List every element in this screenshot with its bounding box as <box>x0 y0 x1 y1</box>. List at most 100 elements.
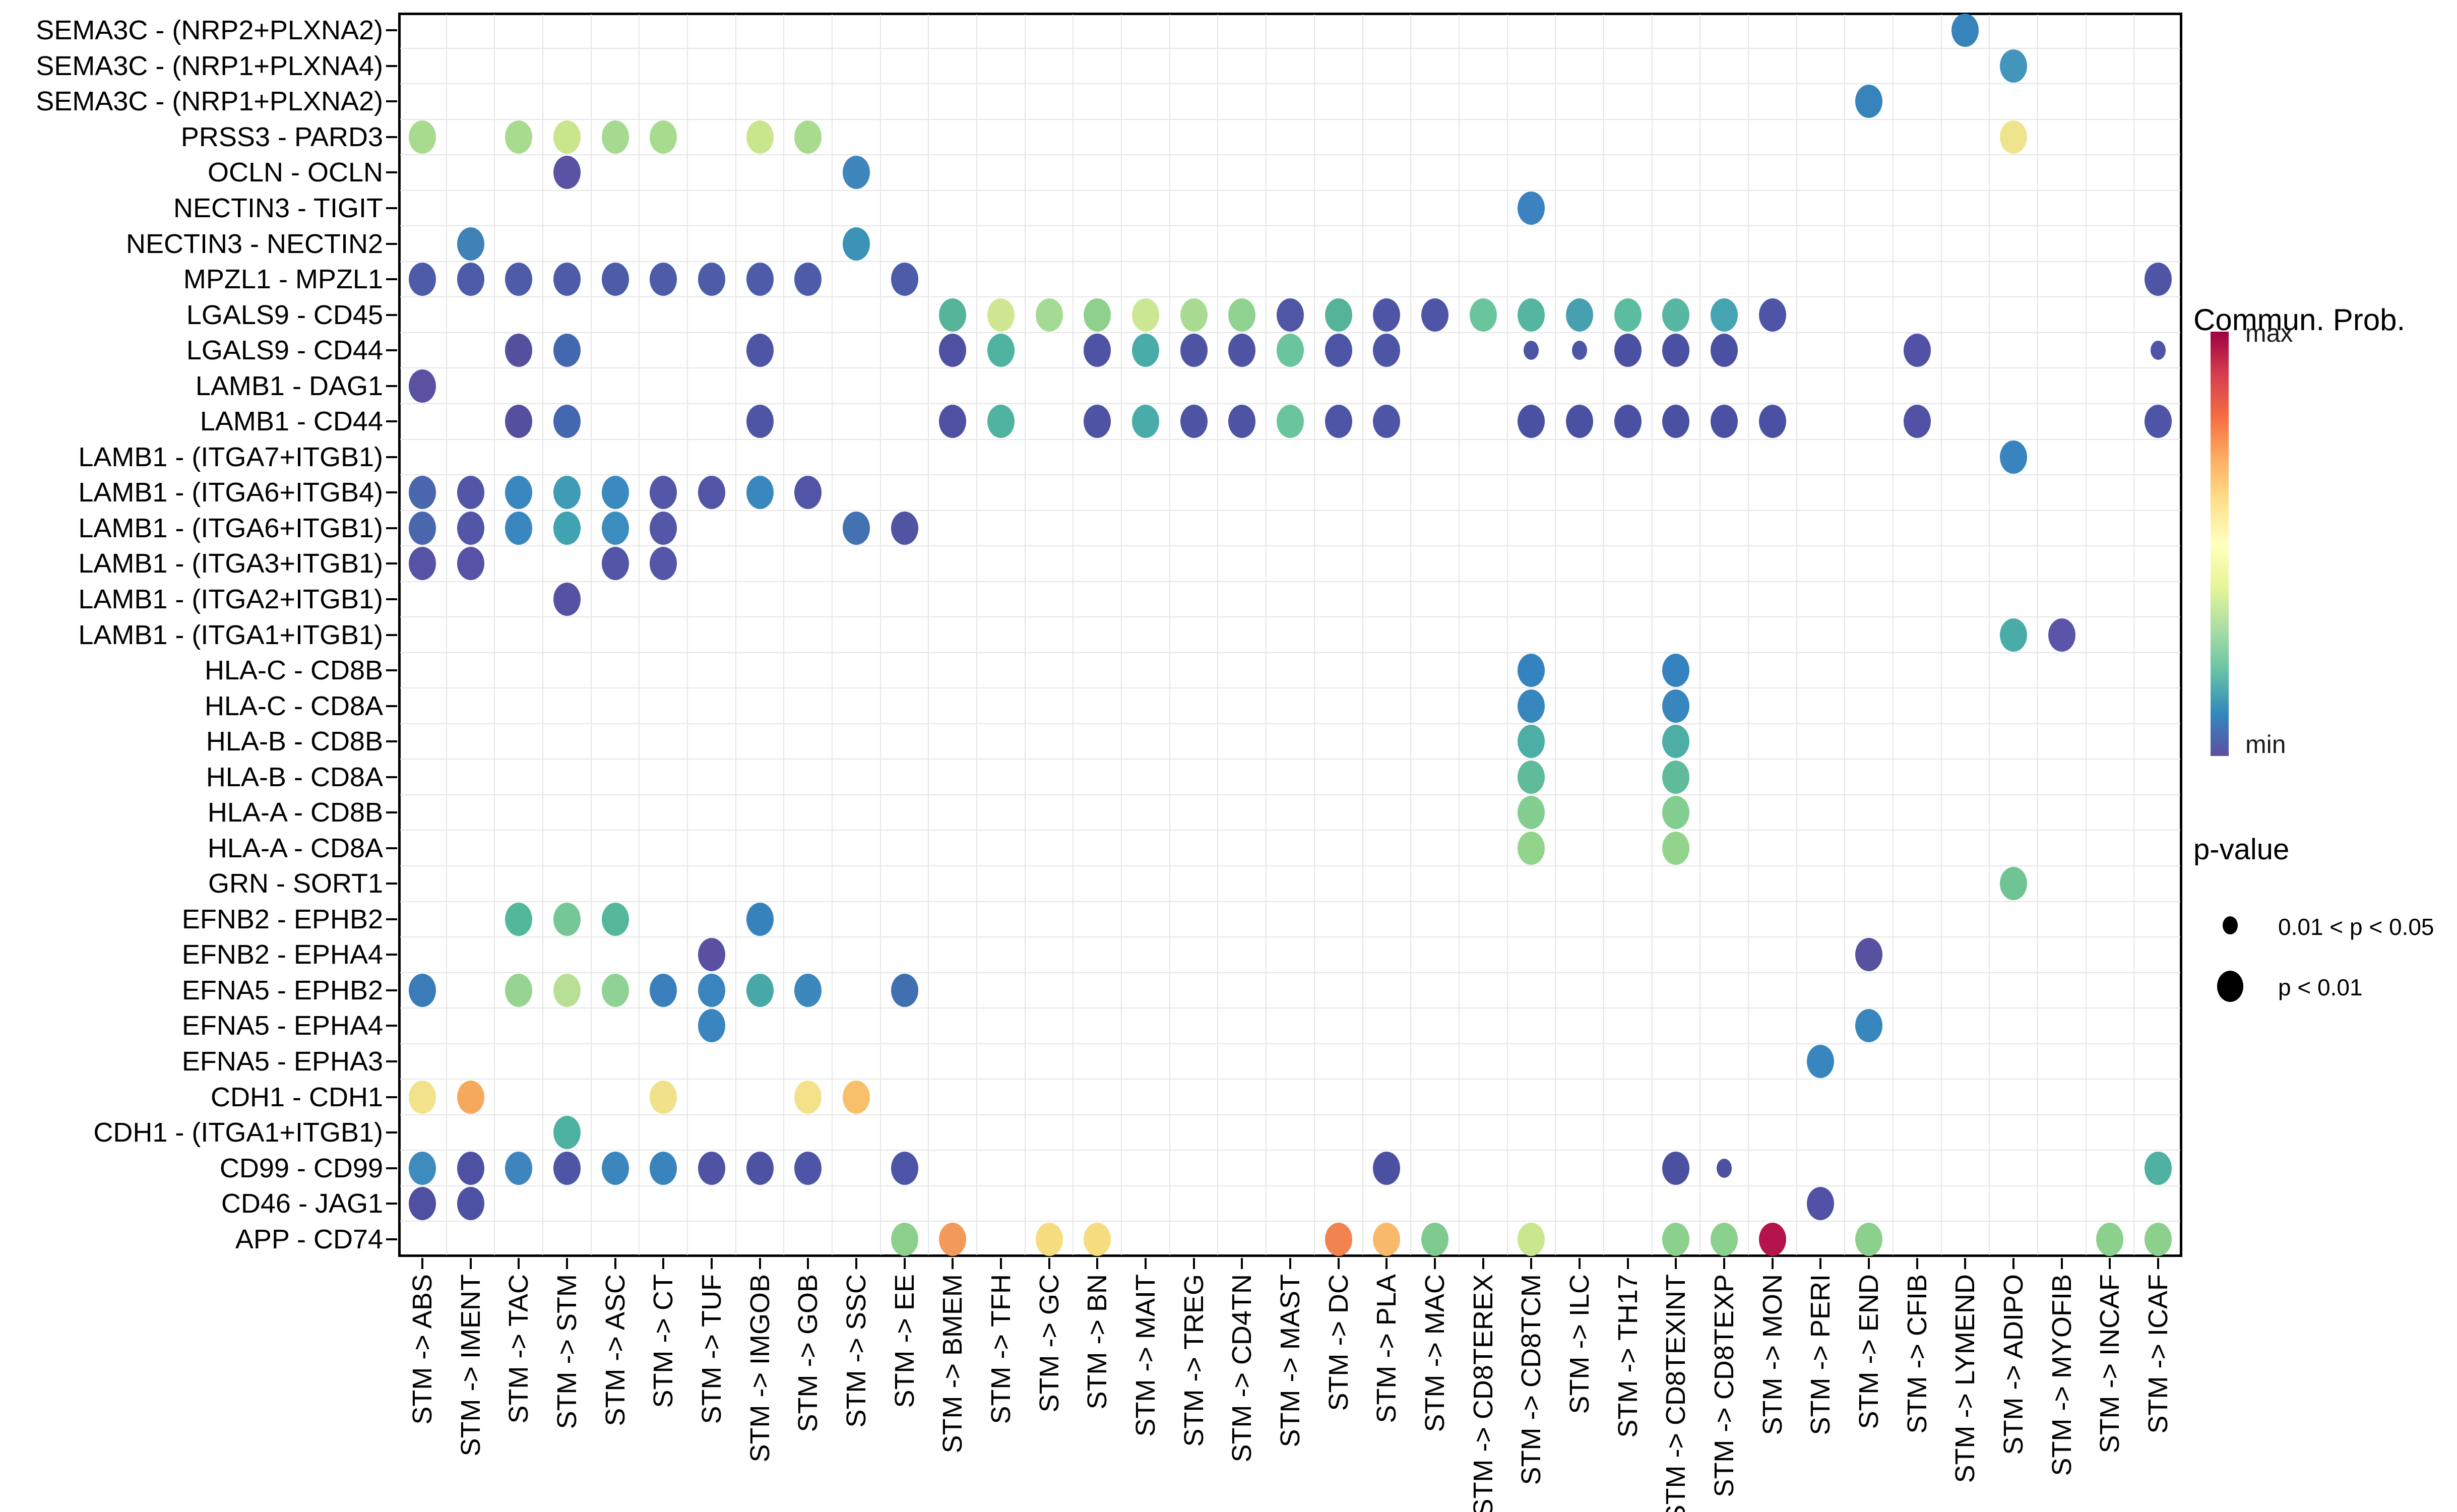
dot <box>842 227 870 261</box>
dot <box>939 1222 967 1256</box>
dot <box>1662 1222 1690 1256</box>
dot <box>1228 334 1256 367</box>
x-tick <box>1096 1258 1099 1269</box>
x-tick <box>565 1258 568 1269</box>
dot <box>650 120 677 154</box>
dot <box>457 511 484 545</box>
dot <box>505 334 533 367</box>
dot <box>746 1151 774 1185</box>
y-tick-label: CDH1 - (ITGA1+ITGB1) <box>93 1117 383 1148</box>
gridline-horizontal <box>400 225 2180 227</box>
y-tick <box>386 242 397 245</box>
dot <box>1614 334 1642 367</box>
gridline-horizontal <box>400 723 2180 724</box>
gridline-horizontal <box>400 652 2180 653</box>
gridline-horizontal <box>400 83 2180 85</box>
dot <box>553 973 581 1007</box>
y-tick <box>386 491 397 494</box>
pvalue-large-dot-icon <box>2217 971 2243 1002</box>
dot <box>2000 440 2028 474</box>
y-tick-label: MPZL1 - MPZL1 <box>183 264 383 295</box>
dot <box>746 405 774 438</box>
y-tick-label: PRSS3 - PARD3 <box>180 121 383 152</box>
dot <box>553 120 581 154</box>
gridline-vertical <box>879 15 881 1255</box>
gridline-vertical <box>494 15 495 1255</box>
dot <box>746 476 774 510</box>
y-tick-label: LAMB1 - DAG1 <box>195 370 383 401</box>
gridline-vertical <box>976 15 978 1255</box>
x-tick-label: STM -> STM <box>551 1274 582 1429</box>
dot <box>408 547 436 581</box>
gridline-vertical <box>1651 15 1653 1255</box>
dot <box>650 476 677 510</box>
dot <box>457 1080 484 1114</box>
dot <box>457 547 484 581</box>
dot <box>2048 618 2075 652</box>
dot <box>408 973 436 1007</box>
dot <box>601 120 629 154</box>
dot <box>553 334 581 367</box>
dot <box>1855 1009 1883 1043</box>
x-tick <box>1530 1258 1533 1269</box>
dot <box>650 1080 677 1114</box>
dot <box>1717 1158 1732 1178</box>
x-tick <box>1675 1258 1677 1269</box>
x-tick <box>1048 1258 1050 1269</box>
gridline-horizontal <box>400 901 2180 902</box>
dot <box>1518 831 1545 865</box>
y-tick-label: LAMB1 - (ITGA6+ITGB4) <box>78 477 383 508</box>
gridline-vertical <box>1989 15 1990 1255</box>
gridline-vertical <box>1796 15 1797 1255</box>
x-tick-label: STM -> TAC <box>503 1274 534 1424</box>
gridline-horizontal <box>400 154 2180 156</box>
y-tick-label: HLA-A - CD8B <box>207 797 383 828</box>
legend-max-label: max <box>2245 319 2293 347</box>
x-tick <box>614 1258 616 1269</box>
dot <box>1758 1222 1786 1256</box>
gridline-vertical <box>1024 15 1026 1255</box>
dot <box>457 227 484 261</box>
x-tick <box>1964 1258 1967 1269</box>
y-tick-label: SEMA3C - (NRP2+PLXNA2) <box>36 15 383 46</box>
gridline-vertical <box>1699 15 1701 1255</box>
gridline-horizontal <box>400 118 2180 120</box>
pvalue-small-label: 0.01 < p < 0.05 <box>2278 914 2434 940</box>
dot <box>1566 298 1594 332</box>
dot <box>1035 298 1063 332</box>
gridline-horizontal <box>400 261 2180 262</box>
gridline-horizontal <box>400 367 2180 369</box>
x-tick-label: STM -> CD4TN <box>1227 1274 1257 1463</box>
dot <box>601 511 629 545</box>
y-tick <box>386 1167 397 1169</box>
dot <box>457 476 484 510</box>
gridline-horizontal <box>400 1150 2180 1151</box>
dot <box>1518 796 1545 830</box>
dot <box>2151 341 2166 360</box>
dot <box>1518 689 1545 723</box>
x-tick <box>1916 1258 1918 1269</box>
gridline-vertical <box>1410 15 1412 1255</box>
x-tick-label: STM -> TUF <box>696 1274 727 1424</box>
dot <box>553 1151 581 1185</box>
dot <box>2145 1222 2172 1256</box>
y-tick-label: GRN - SORT1 <box>208 868 383 899</box>
x-tick <box>518 1258 520 1269</box>
dot <box>1131 405 1159 438</box>
gridline-horizontal <box>400 510 2180 511</box>
x-tick <box>1289 1258 1291 1269</box>
x-tick-label: STM -> TH17 <box>1612 1274 1643 1438</box>
x-tick <box>1723 1258 1726 1269</box>
x-tick <box>855 1258 857 1269</box>
x-tick <box>710 1258 713 1269</box>
gridline-horizontal <box>400 438 2180 440</box>
x-tick <box>421 1258 423 1269</box>
legend-color-title: Commun. Prob. <box>2193 303 2406 337</box>
dot <box>2145 405 2172 438</box>
dot <box>505 973 533 1007</box>
y-tick <box>386 349 397 352</box>
gridline-vertical <box>735 15 736 1255</box>
dot <box>1035 1222 1063 1256</box>
x-tick-label: STM -> TREG <box>1178 1274 1209 1447</box>
